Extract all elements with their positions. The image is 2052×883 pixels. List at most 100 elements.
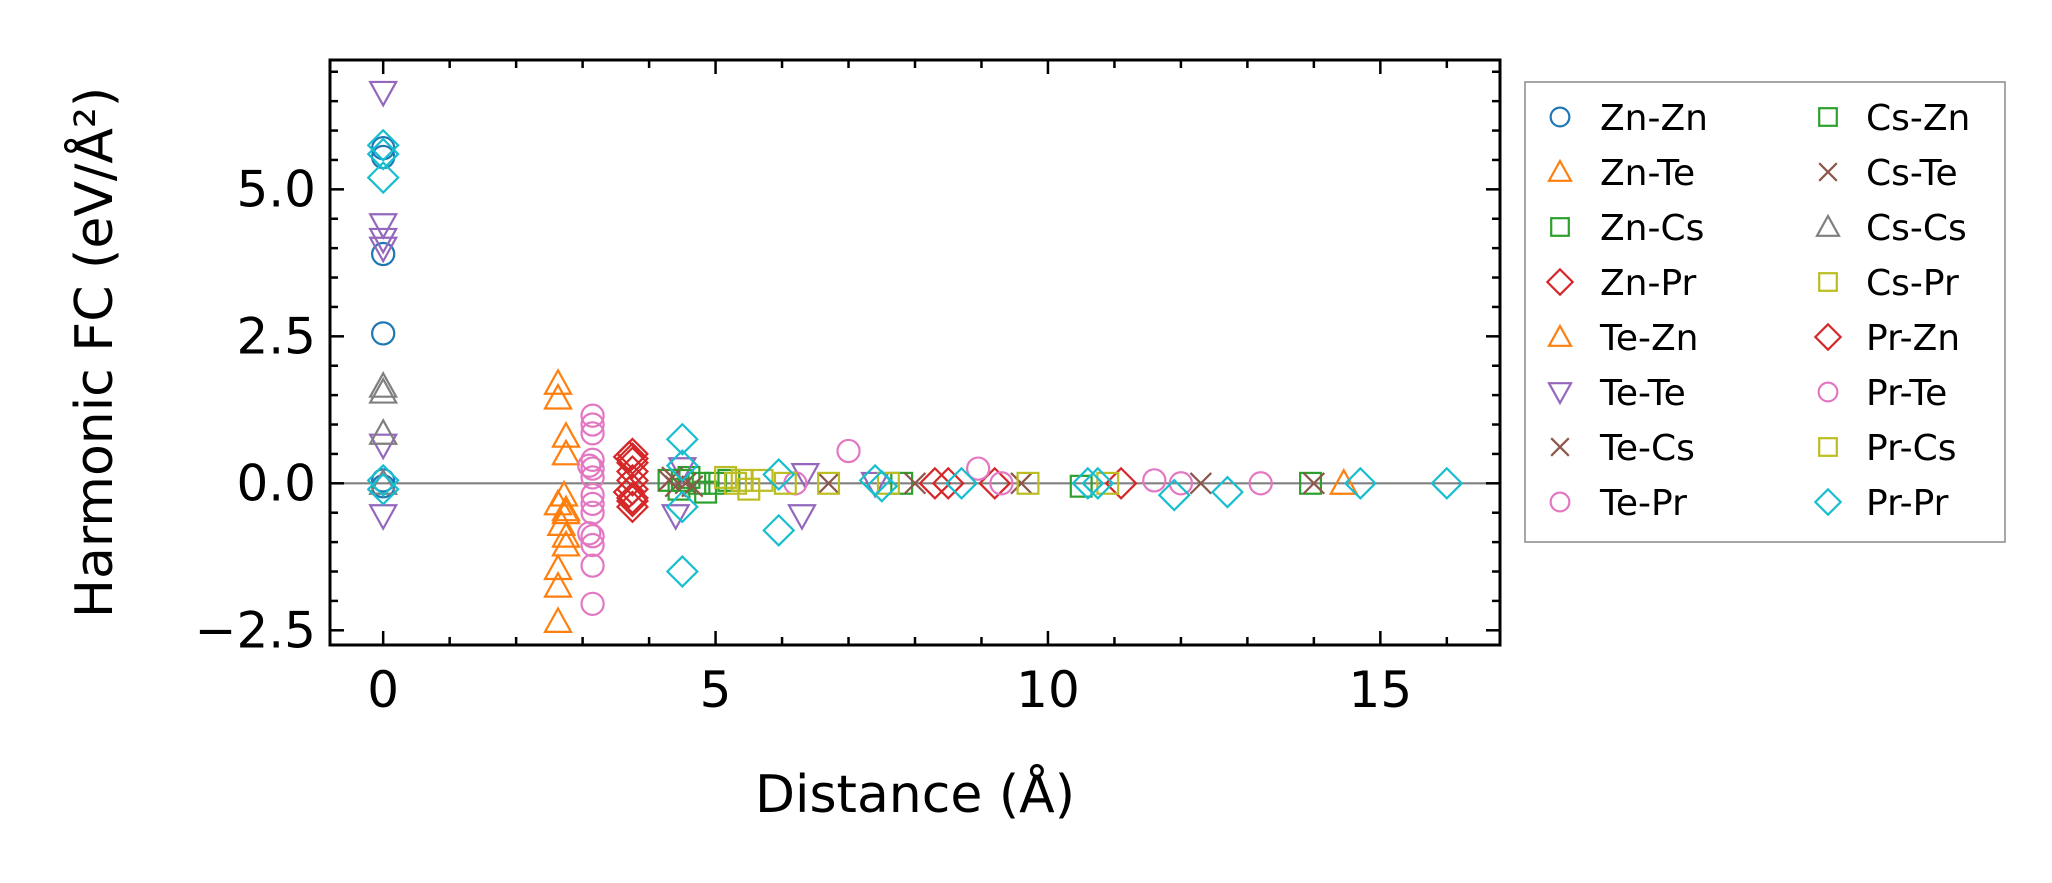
plot-frame [328,58,1502,647]
legend-entry: Cs-Te [1818,153,1958,194]
x-tick-label: 15 [1349,661,1413,719]
data-point [543,606,573,633]
data-point [546,509,577,536]
data-point [1016,471,1040,495]
data-point [773,471,797,495]
data-point [366,161,400,195]
data-point [577,521,602,546]
data-point [580,482,605,508]
legend-entry: Zn-Cs [1550,208,1704,249]
data-point [787,504,817,531]
legend-marker [1818,162,1838,182]
data-point [681,475,704,498]
data-point [665,555,699,589]
data-point [665,449,699,483]
data-point [665,422,699,456]
data-point [368,418,399,445]
data-point [577,453,602,478]
legend-label: Pr-Zn [1866,318,1960,359]
data-point [817,471,841,495]
data-point [762,513,796,547]
data-point [903,472,927,495]
legend-label: Cs-Te [1866,153,1958,194]
data-point [368,504,399,531]
data-point [1299,471,1323,495]
series-pr-zn [612,440,965,509]
legend-entry: Cs-Cs [1815,208,1967,249]
legend-label: Te-Cs [1599,428,1695,469]
data-point [580,456,605,481]
data-point [858,463,892,497]
data-point [366,137,400,171]
data-point [580,447,605,472]
data-point [366,472,400,506]
series-cs-pr [714,465,1120,501]
data-point [918,466,952,500]
data-point [580,524,605,549]
data-point [543,382,573,410]
data-point [1010,472,1033,495]
data-point [890,471,914,495]
series-pr-pr [366,128,1464,589]
legend-label: Zn-Zn [1600,98,1708,139]
data-point [1071,466,1105,500]
data-point [1302,472,1326,495]
data-point [366,463,400,497]
legend-entry: Zn-Te [1547,153,1695,194]
legend-marker [1550,437,1570,457]
legend-entry: Te-Cs [1550,428,1695,469]
data-point [724,471,748,495]
x-tick-label: 5 [700,661,732,719]
x-tick-label: 0 [367,661,399,719]
data-point [790,462,821,490]
data-point [1430,466,1464,500]
data-point [1157,478,1191,512]
legend-label: Cs-Pr [1866,263,1959,304]
legend-marker [1547,382,1573,406]
legend-marker [1815,213,1841,237]
data-point [371,321,396,346]
y-tick-label: 0.0 [236,454,316,512]
data-point [368,227,399,255]
data-point [543,570,573,598]
y-tick-label: 5.0 [236,160,316,218]
data-point [580,491,605,517]
legend-label: Cs-Cs [1866,208,1967,249]
legend-entry: Pr-Pr [1813,483,1949,524]
data-point [1343,466,1377,500]
data-point [945,466,979,500]
legend-entry: Cs-Pr [1818,263,1959,304]
data-point [368,80,399,108]
data-point [989,471,1014,496]
data-point [371,241,396,267]
x-axis-title: Distance (Å) [755,763,1075,825]
data-point [368,376,399,404]
data-point [931,466,965,500]
legend-label: Zn-Cs [1600,208,1704,249]
data-point [580,403,605,428]
legend-label: Te-Te [1599,373,1686,414]
data-point [615,442,649,476]
data-point [551,529,581,557]
data-point [368,371,399,398]
legend-label: Pr-Cs [1866,428,1956,469]
legend-entry: Zn-Pr [1545,263,1697,304]
data-point [612,475,646,509]
data-point [551,438,581,466]
data-point [660,504,691,531]
data-point [580,532,605,558]
series-te-pr [580,403,1273,616]
data-point [366,128,400,162]
legend-entry: Te-Zn [1547,318,1699,359]
data-point [551,421,581,448]
legend-entry: Pr-Cs [1818,428,1956,469]
data-point [580,553,605,578]
legend-entry: Zn-Zn [1549,98,1708,139]
legend-label: Cs-Zn [1866,98,1970,139]
legend-marker [1817,381,1839,403]
legend-marker [1549,106,1571,128]
legend-marker [1547,323,1573,347]
y-axis-title: Harmonic FC (eV/Å²) [63,87,125,618]
data-point [1328,468,1359,495]
